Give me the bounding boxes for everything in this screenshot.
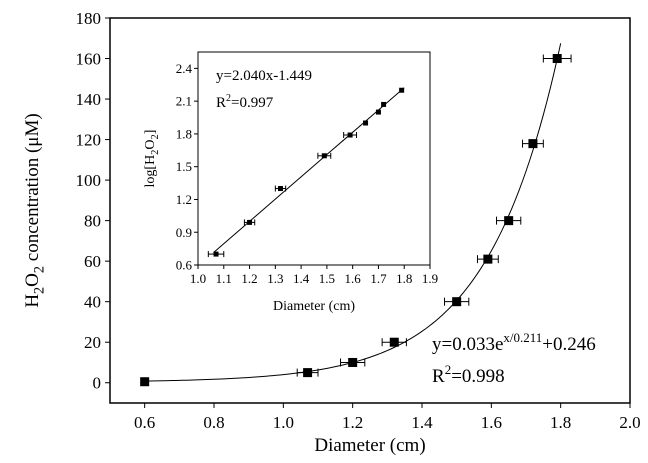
data-point (348, 357, 358, 367)
y-axis-label-subscript: 2 (31, 266, 47, 273)
data-point (303, 368, 313, 378)
inset-x-tick-label: 1.0 (190, 271, 206, 286)
x-axis-label: Diameter (cm) (314, 435, 425, 456)
y-axis-label-subscript: 2 (31, 287, 47, 294)
inset-plot: 1.0 1.1 1.2 1.3 1.4 1.5 1.6 1.7 1.8 1.9 0.6 0.9 1.2 1… (143, 51, 438, 314)
inset-fit-equation: y=2.040x-1.449 (216, 68, 312, 84)
y-tick-label: 0 (93, 374, 102, 393)
inset-r-squared-value: =0.997 (231, 95, 274, 111)
y-tick-label: 100 (76, 171, 102, 190)
inset-data-point (277, 186, 283, 192)
inset-x-axis-label: Diameter (cm) (273, 299, 355, 314)
data-point (140, 377, 150, 387)
inset-y-axis-label-part: log[H (143, 155, 158, 188)
inset-x-tick-label: 1.8 (396, 271, 412, 286)
x-tick-label: 0.8 (203, 413, 224, 432)
r-squared-superscript: 2 (445, 362, 452, 377)
inset-y-axis-label-subscript: 2 (150, 150, 161, 155)
data-point (389, 337, 399, 347)
inset-r-squared: R2=0.997 (216, 93, 274, 111)
inset-x-tick-label: 1.4 (293, 271, 310, 286)
inset-y-tick-label: 2.4 (176, 61, 193, 76)
inset-r-squared-symbol: R (216, 95, 226, 111)
inset-y-tick-label: 1.8 (176, 126, 192, 141)
y-axis-label-part: O (22, 273, 43, 287)
x-tick-label: 1.0 (273, 413, 294, 432)
y-tick-label: 140 (76, 90, 102, 109)
x-tick-label: 1.8 (550, 413, 571, 432)
r-squared-symbol: R (432, 366, 445, 387)
inset-y-tick-label: 1.5 (176, 159, 192, 174)
data-point (528, 139, 538, 149)
inset-x-tick-label: 1.2 (241, 271, 257, 286)
data-point (452, 297, 462, 307)
inset-frame (197, 51, 431, 266)
inset-data-point (347, 132, 353, 138)
inset-data-point (381, 101, 387, 107)
y-tick-label: 20 (84, 333, 101, 352)
data-point (504, 216, 514, 226)
inset-data-point (375, 109, 381, 115)
inset-data-point (399, 87, 405, 93)
y-tick-label: 80 (84, 212, 101, 231)
inset-y-tick-label: 0.6 (176, 258, 193, 273)
inset-x-tick-label: 1.1 (216, 271, 232, 286)
inset-data-point (213, 251, 219, 257)
inset-x-tick-label: 1.3 (267, 271, 283, 286)
y-axis-label-part: concentration (μM) (22, 113, 43, 266)
inset-fit-curve (213, 87, 405, 253)
inset-data-point (363, 120, 369, 126)
r-squared: R2=0.998 (432, 362, 505, 387)
x-tick-label: 1.2 (342, 413, 363, 432)
inset-y-axis-label-part: O (143, 139, 158, 149)
inset-y-tick-label: 2.1 (176, 94, 192, 109)
inset-x-tick-label: 1.7 (370, 271, 387, 286)
inset-data-point (321, 153, 327, 159)
x-tick-label: 2.0 (619, 413, 640, 432)
inset-y-axis-label-subscript: 2 (150, 134, 161, 139)
x-tick-label: 1.4 (411, 413, 433, 432)
inset-x-tick-label: 1.5 (319, 271, 335, 286)
fit-equation: y=0.033ex/0.211+0.246 (432, 330, 596, 355)
x-tick-label: 1.6 (481, 413, 502, 432)
y-axis-label: H2O2 concentration (μM) (22, 113, 47, 307)
inset-y-tick-label: 1.2 (176, 192, 192, 207)
main-plot: 0.6 0.8 1.0 1.2 1.4 1.6 1.8 2.0 0 20 40 60 80 100 120 1… (22, 9, 641, 456)
inset-x-tick-label: 1.9 (422, 271, 438, 286)
r-squared-value: =0.998 (451, 366, 504, 387)
inset-y-axis-label: log[H2O2] (143, 130, 161, 188)
y-tick-label: 160 (76, 49, 102, 68)
y-tick-label: 40 (84, 293, 101, 312)
inset-data-point (247, 219, 253, 225)
inset-r-squared-superscript: 2 (226, 93, 231, 104)
fit-equation-base: y=0.033e (432, 334, 503, 355)
inset-background (198, 52, 430, 265)
y-tick-label: 60 (84, 252, 101, 271)
inset-x-tick-label: 1.6 (345, 271, 362, 286)
y-tick-label: 120 (76, 131, 102, 150)
fit-equation-suffix: +0.246 (542, 334, 595, 355)
data-point (552, 54, 562, 64)
y-axis-label-part: H (22, 294, 43, 308)
inset-y-tick-label: 0.9 (176, 225, 192, 240)
y-tick-label: 180 (76, 9, 102, 28)
data-point (483, 254, 493, 264)
fit-equation-exponent: x/0.211 (503, 330, 542, 345)
frame (109, 17, 631, 404)
inset-y-axis-label-part: ] (143, 130, 158, 135)
x-tick-label: 0.6 (134, 413, 155, 432)
